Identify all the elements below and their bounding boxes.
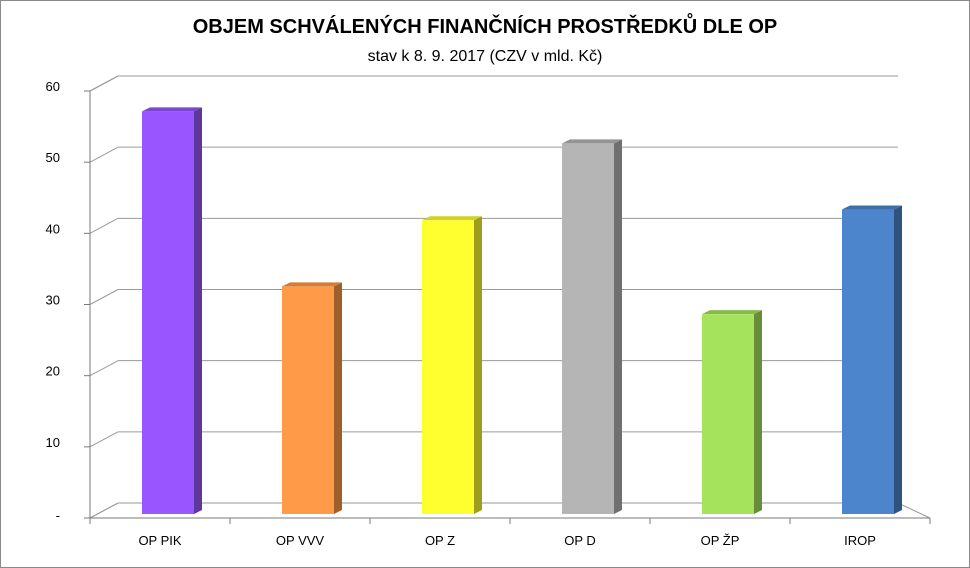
bar-side xyxy=(474,216,482,515)
side-wall-line xyxy=(89,146,119,163)
bar-front xyxy=(142,111,194,514)
chart-subtitle: stav k 8. 9. 2017 (CZV v mld. Kč) xyxy=(368,48,603,65)
floor xyxy=(89,502,931,519)
x-tick-label: OP PIK xyxy=(138,533,181,548)
bar-top xyxy=(282,282,342,287)
bar-front xyxy=(282,286,334,514)
x-tick-label: IROP xyxy=(844,533,876,548)
y-tick-label: 30 xyxy=(46,293,60,308)
bars xyxy=(142,107,902,515)
side-wall-line xyxy=(89,502,119,519)
bar-1 xyxy=(142,107,202,514)
bar-side xyxy=(614,139,622,514)
bar-top xyxy=(422,216,482,221)
bar-front xyxy=(422,220,474,515)
bar-side xyxy=(754,310,762,514)
side-wall-line xyxy=(89,431,119,448)
bar-top xyxy=(562,139,622,144)
x-tick-label: OP VVV xyxy=(276,533,325,548)
y-tick-label: 20 xyxy=(46,364,60,379)
gridlines xyxy=(89,75,931,519)
bar-top xyxy=(702,310,762,315)
axes: - 10 20 30 40 50 60 OP PIK OP VVV OP Z OP D OP ŽP IR… xyxy=(46,79,931,548)
bar-5 xyxy=(702,310,762,514)
bar-4 xyxy=(562,139,622,514)
side-wall-line xyxy=(89,360,119,377)
bar-side xyxy=(194,107,202,514)
y-tick-label: 40 xyxy=(46,221,60,236)
bar-front xyxy=(562,143,614,514)
bar-front xyxy=(702,314,754,514)
y-tick-label: 60 xyxy=(46,79,60,94)
bar-top xyxy=(842,205,902,210)
y-tick-label: - xyxy=(56,508,60,523)
bar-6 xyxy=(842,205,902,514)
x-tick-label: OP Z xyxy=(425,533,455,548)
x-tick-label: OP ŽP xyxy=(701,533,740,548)
x-tick-label: OP D xyxy=(564,533,596,548)
side-wall-line xyxy=(89,289,119,305)
side-wall-line xyxy=(89,217,119,234)
bar-side xyxy=(894,205,902,514)
y-tick-label: 10 xyxy=(46,435,60,450)
bar-top xyxy=(142,107,202,112)
side-wall-line xyxy=(89,75,119,92)
bar-side xyxy=(334,282,342,514)
bar-front xyxy=(842,209,894,514)
y-tick-label: 50 xyxy=(46,150,60,165)
bar-3 xyxy=(422,216,482,515)
chart-title: OBJEM SCHVÁLENÝCH FINANČNÍCH PROSTŘEDKŮ … xyxy=(193,12,777,38)
bar-2 xyxy=(282,282,342,514)
